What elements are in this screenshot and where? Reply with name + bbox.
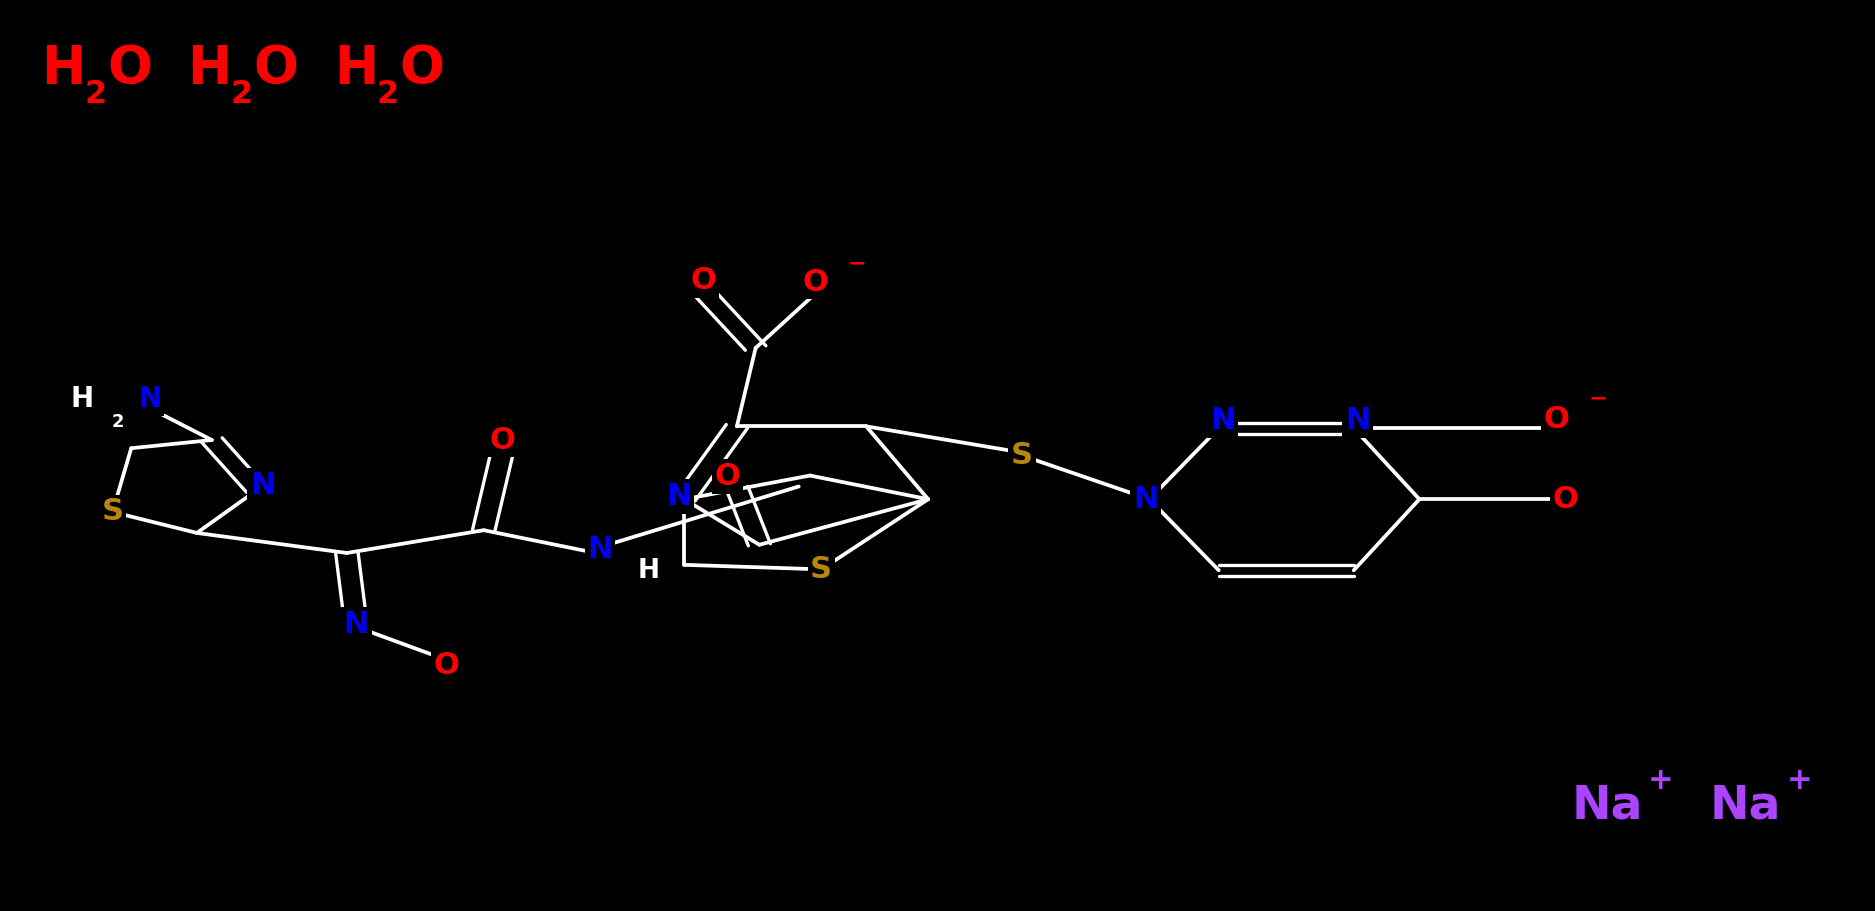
Text: S: S [810, 555, 832, 584]
Text: Na: Na [1571, 783, 1642, 829]
Text: N: N [139, 385, 161, 413]
Text: O: O [714, 462, 741, 491]
Text: N: N [666, 482, 692, 511]
Text: O: O [107, 43, 152, 96]
Text: H: H [41, 43, 86, 96]
Text: 2: 2 [112, 413, 124, 431]
Text: H: H [638, 558, 660, 584]
Text: −: − [848, 253, 866, 273]
Text: 2: 2 [231, 79, 253, 110]
Text: −: − [1588, 388, 1607, 408]
Text: S: S [1011, 441, 1033, 470]
Text: O: O [690, 266, 716, 295]
Text: O: O [399, 43, 444, 96]
Text: O: O [802, 268, 829, 297]
Text: O: O [1543, 404, 1569, 434]
Text: N: N [1132, 485, 1159, 514]
Text: H: H [188, 43, 232, 96]
Text: N: N [587, 535, 613, 564]
Text: Na: Na [1710, 783, 1781, 829]
Text: N: N [249, 471, 276, 500]
Text: O: O [433, 650, 459, 680]
Text: N: N [1344, 406, 1371, 435]
Text: 2: 2 [84, 79, 107, 110]
Text: 2: 2 [377, 79, 399, 110]
Text: +: + [1787, 766, 1813, 795]
Text: N: N [343, 609, 369, 639]
Text: N: N [1209, 406, 1236, 435]
Text: +: + [1648, 766, 1674, 795]
Text: S: S [101, 497, 124, 527]
Text: O: O [489, 425, 516, 455]
Text: H: H [71, 385, 94, 413]
Text: H: H [334, 43, 379, 96]
Text: O: O [1552, 485, 1579, 514]
Text: O: O [253, 43, 298, 96]
